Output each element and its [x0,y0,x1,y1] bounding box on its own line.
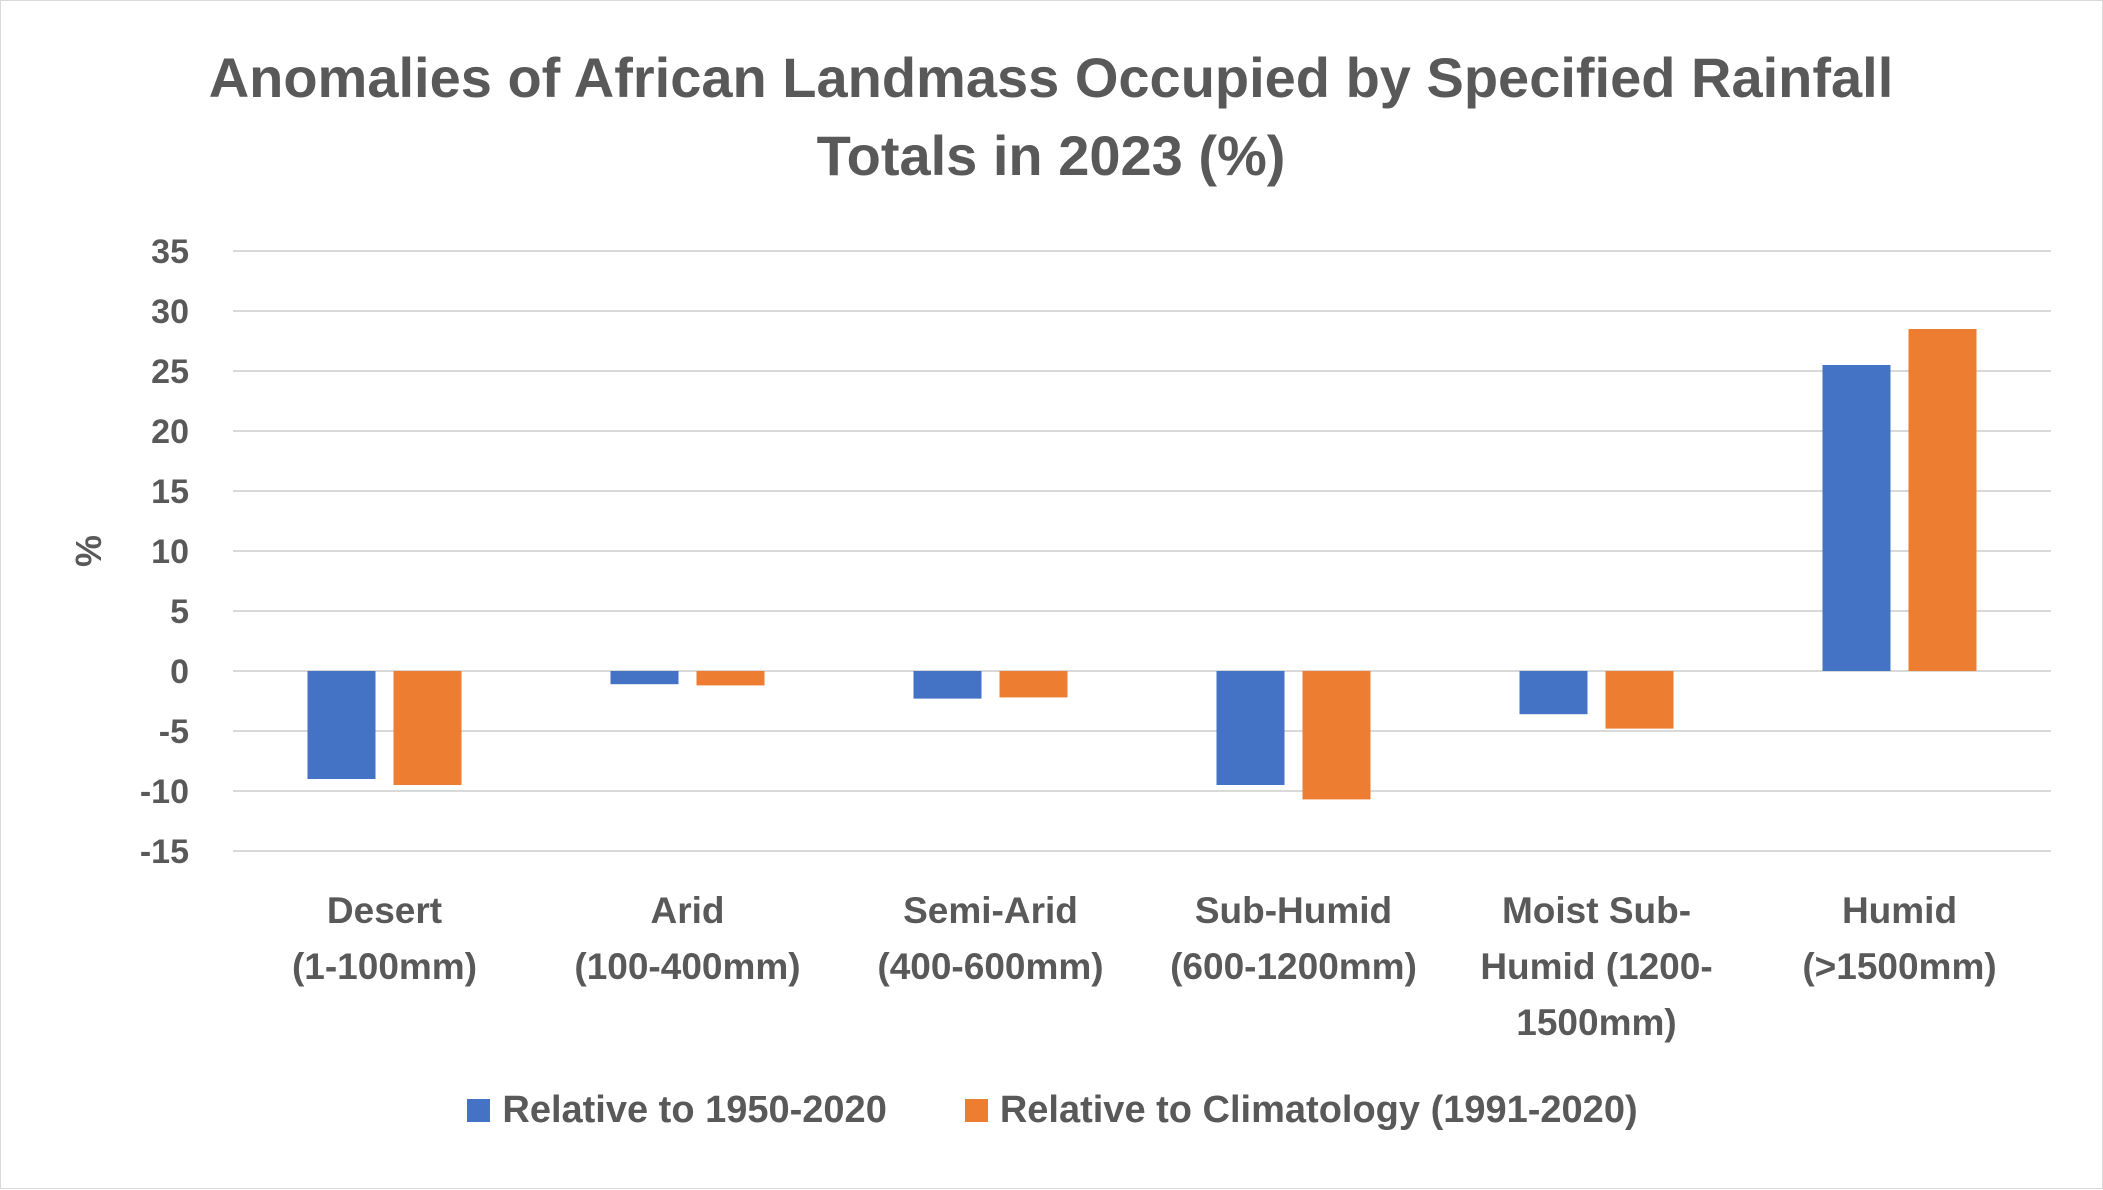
legend-swatch-series-2 [964,1099,988,1122]
legend-label-series-2: Relative to Climatology (1991-2020) [999,1089,1638,1131]
bar-1-6 [1822,365,1891,671]
bar-2-6 [1908,329,1977,671]
x-tick-label: (100-400mm) [574,946,800,987]
x-tick-label: (1-100mm) [292,946,477,987]
x-tick-label: Desert [327,890,442,931]
x-tick-label: Humid [1842,890,1957,931]
y-tick-label: -10 [140,773,189,811]
legend-item-series-2: Relative to Climatology (1991-2020) [964,1089,1638,1132]
bar-1-5 [1519,671,1588,715]
y-tick-label: 30 [151,293,189,331]
x-tick-label: Semi-Arid [903,890,1078,931]
y-tick-label: 20 [151,413,189,451]
legend-label-series-1: Relative to 1950-2020 [502,1089,887,1131]
bar-1-1 [307,671,376,779]
legend-swatch-series-1 [467,1099,491,1122]
y-tick-label: 35 [151,233,189,271]
bar-2-5 [1605,671,1674,729]
bar-1-3 [913,671,982,699]
legend: Relative to 1950-2020 Relative to Climat… [1,1089,2103,1132]
x-tick-label: Sub-Humid [1195,890,1392,931]
x-tick-label: 1500mm) [1516,1002,1676,1043]
x-tick-label: Humid (1200- [1480,946,1712,987]
chart-title: Anomalies of African Landmass Occupied b… [208,46,1894,187]
y-tick-label: 10 [151,533,189,571]
bar-1-2 [610,671,679,685]
bar-2-3 [999,671,1068,698]
x-tick-label: Arid [651,890,725,931]
bar-1-4 [1216,671,1285,785]
x-tick-label: (>1500mm) [1802,946,1996,987]
bar-2-2 [696,671,765,686]
y-tick-label: -15 [140,833,189,871]
bar-2-4 [1302,671,1371,800]
y-tick-label: 25 [151,353,189,391]
y-tick-label: 0 [170,653,189,691]
y-axis-label: % [68,535,109,567]
legend-item-series-1: Relative to 1950-2020 [467,1089,887,1132]
x-tick-label: (400-600mm) [877,946,1103,987]
x-tick-label: Moist Sub- [1502,890,1691,931]
y-tick-label: 5 [170,593,189,631]
x-tick-label: (600-1200mm) [1170,946,1417,987]
bar-2-1 [393,671,462,785]
y-tick-label: -5 [159,713,189,751]
y-tick-label: 15 [151,473,189,511]
